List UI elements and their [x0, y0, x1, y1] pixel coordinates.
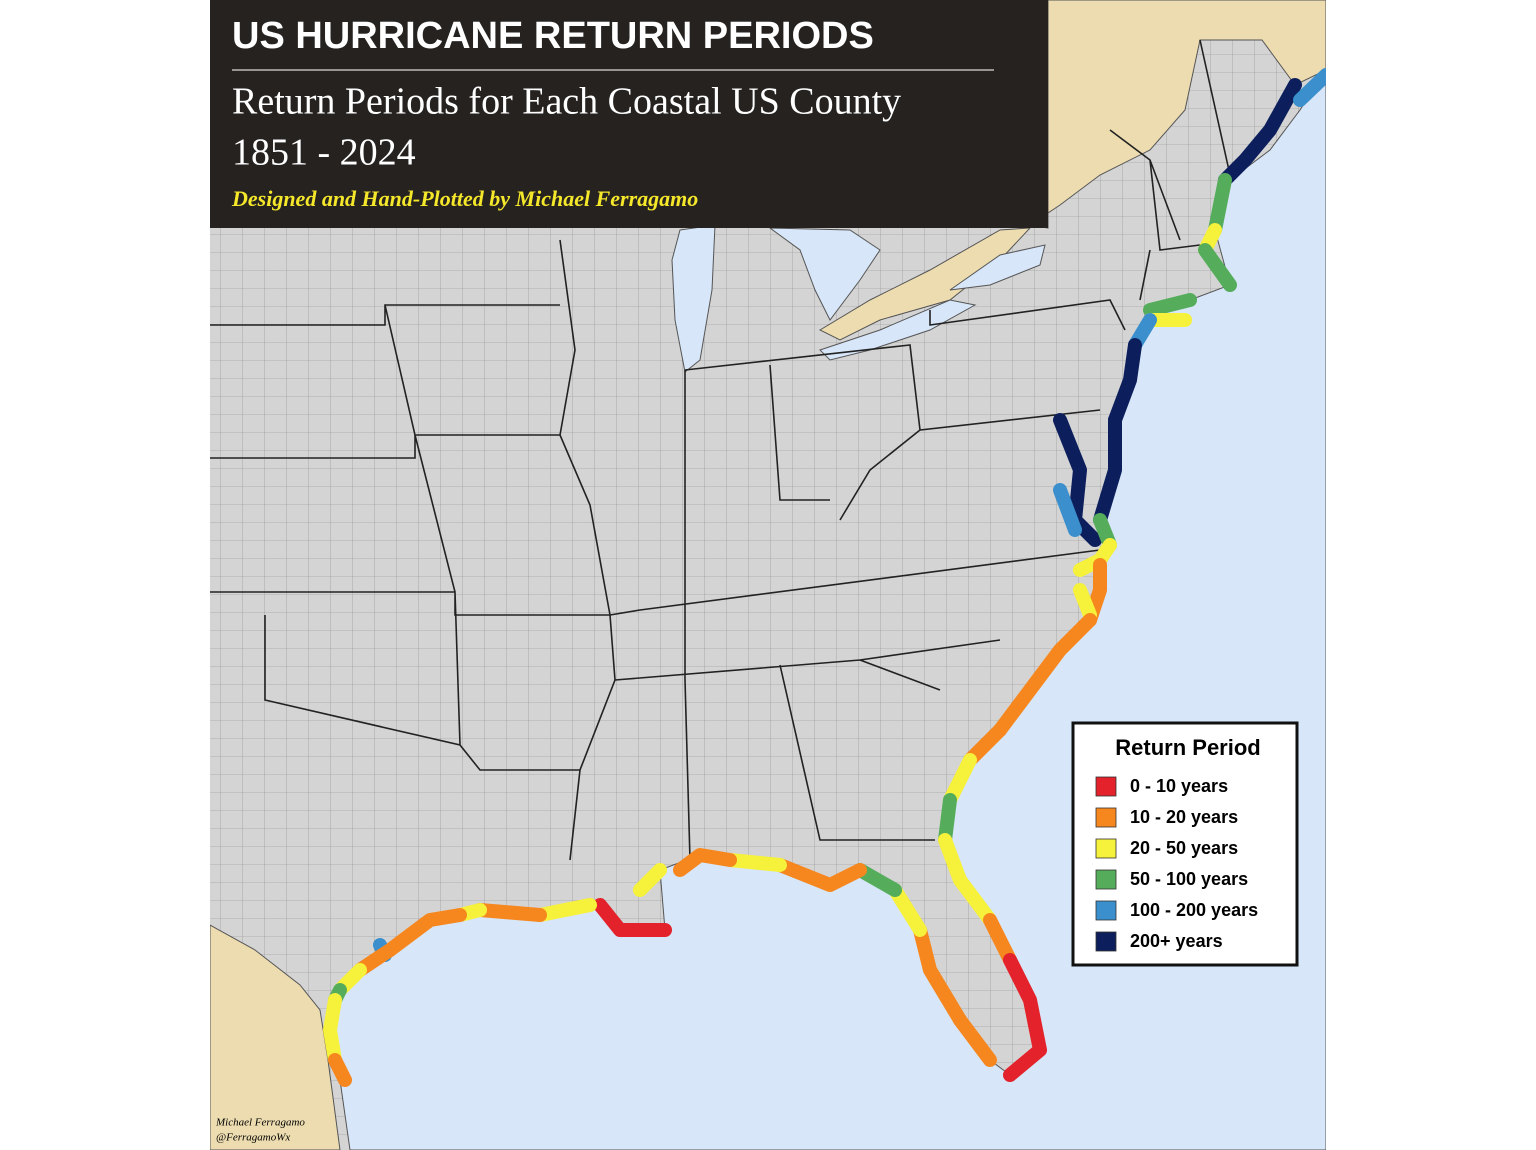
great-lakes	[671, 224, 1046, 373]
coastal-county-band	[533, 898, 597, 922]
footer-author: Michael Ferragamo	[215, 1117, 305, 1129]
title: US HURRICANE RETURN PERIODS	[232, 15, 874, 57]
legend-swatch	[1095, 869, 1117, 890]
coastal-county-band	[328, 1053, 352, 1087]
coastal-county-band	[673, 848, 737, 877]
legend-swatch	[1095, 900, 1117, 921]
coastal-county-band	[633, 863, 667, 897]
lake-erie	[819, 299, 977, 361]
coastal-county-band	[938, 833, 997, 927]
coastal-county-band	[1198, 243, 1237, 292]
coastal-county-band	[383, 908, 467, 957]
coastal-county-band	[723, 853, 787, 872]
legend-swatch	[1095, 776, 1117, 797]
coastal-county-band	[953, 1013, 997, 1067]
coastal-county-band	[1108, 338, 1142, 427]
coastal-county-band	[473, 903, 547, 922]
legend-swatch	[1095, 807, 1117, 828]
coastal-county-band	[1093, 413, 1122, 527]
state-borders	[210, 39, 1231, 861]
coastal-county-band	[1003, 953, 1047, 1082]
legend-label: 100 - 200 years	[1130, 900, 1258, 920]
footer-handle: @FerragamoWx	[216, 1132, 290, 1144]
subtitle: Return Periods for Each Coastal US Count…	[232, 81, 901, 123]
legend-label: 10 - 20 years	[1130, 807, 1238, 827]
coastal-county-band	[943, 753, 977, 807]
lake-ontario	[949, 244, 1046, 291]
coastal-county-band	[983, 913, 1017, 967]
state-border	[609, 299, 1126, 861]
coastal-county-band	[993, 613, 1097, 737]
credit: Designed and Hand-Plotted by Michael Fer…	[231, 186, 698, 211]
coastal-county-band	[773, 858, 867, 892]
state-border	[210, 239, 616, 861]
coastal-county-band	[913, 923, 967, 1027]
coastal-county-band	[1053, 413, 1102, 547]
coastal-county-band	[963, 723, 1007, 767]
years: 1851 - 2024	[232, 132, 416, 174]
legend-swatch	[1095, 838, 1117, 859]
coastal-county-band	[1218, 78, 1302, 187]
legend-title: Return Period	[1115, 735, 1260, 760]
legend-label: 0 - 10 years	[1130, 776, 1228, 796]
lake-huron	[768, 227, 881, 321]
legend-label: 20 - 50 years	[1130, 838, 1238, 858]
coastal-county-band	[1073, 583, 1097, 622]
coastal-counties	[323, 68, 1326, 1087]
ontario-land	[818, 227, 1032, 341]
state-border	[1109, 39, 1231, 301]
legend-items: 0 - 10 years 10 - 20 years 20 - 50 years 50…	[1095, 776, 1258, 952]
lake-michigan	[671, 224, 716, 373]
header-panel	[210, 0, 1048, 228]
coastal-county-band	[593, 898, 672, 937]
legend-label: 50 - 100 years	[1130, 869, 1248, 889]
legend-label: 200+ years	[1130, 931, 1223, 951]
coastal-county-band	[323, 993, 342, 1067]
legend: Return Period 0 - 10 years 10 - 20 years 2…	[1071, 721, 1299, 967]
coastal-county-band	[1053, 483, 1082, 537]
coastal-county-band	[1293, 68, 1326, 107]
coastal-county-band	[888, 883, 927, 937]
coastal-county-band	[1208, 173, 1232, 237]
coastal-county-band	[1143, 293, 1197, 317]
legend-swatch	[1095, 931, 1117, 952]
